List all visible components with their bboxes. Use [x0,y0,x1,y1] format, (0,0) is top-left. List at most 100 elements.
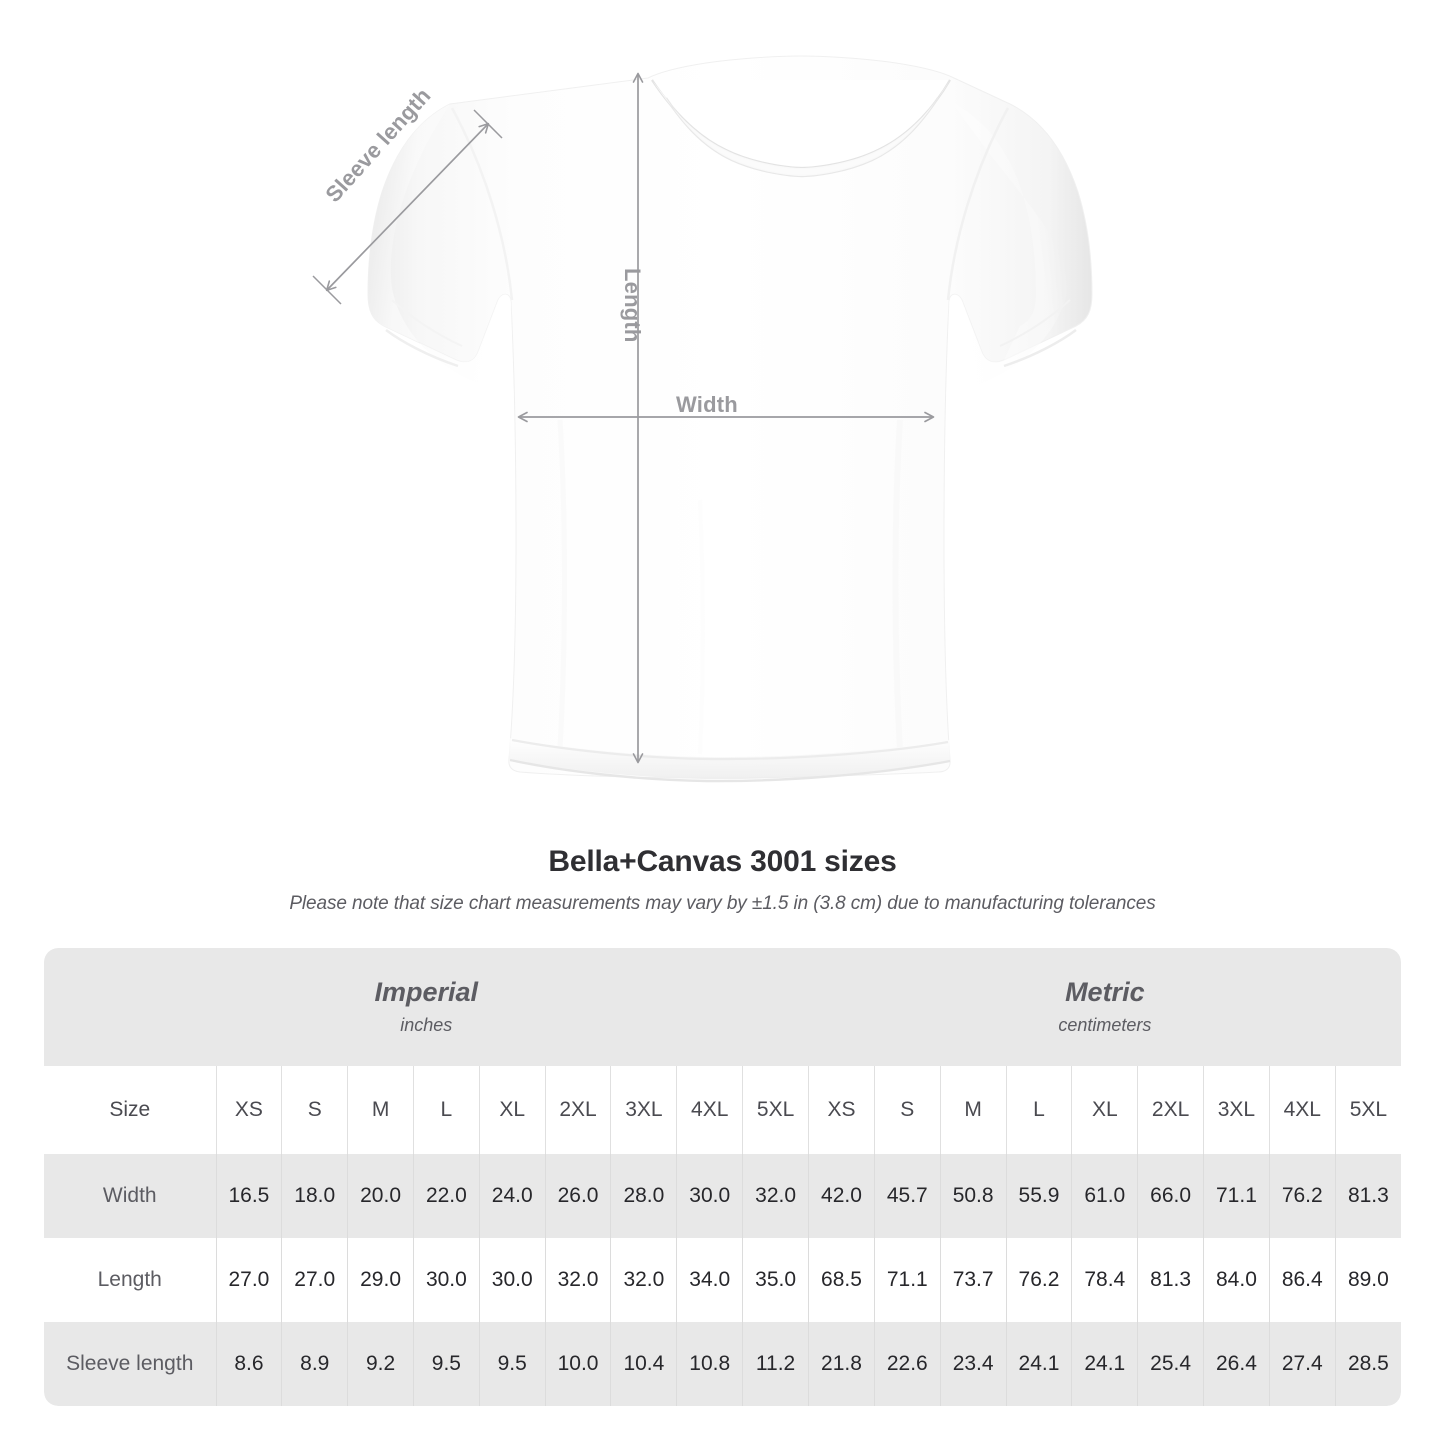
width-label: Width [676,392,738,417]
size-chart-table-wrapper: Imperial inches Metric centimeters Size X… [44,948,1402,1406]
measurement-cell: 32.0 [544,1238,611,1322]
size-header-cell: XL [478,1066,546,1154]
measurement-cell: 66.0 [1137,1154,1204,1238]
measurement-cell: 23.4 [939,1322,1007,1406]
measurement-cell: 81.3 [1334,1154,1402,1238]
size-header-cell: 2XL [1137,1066,1204,1154]
measurement-cell: 24.1 [1071,1322,1138,1406]
size-header-cell: S [281,1066,348,1154]
measurement-cell: 10.4 [610,1322,677,1406]
measurement-cell: 11.2 [742,1322,809,1406]
tolerance-note: Please note that size chart measurements… [289,893,1156,914]
size-header-cell: 4XL [1268,1066,1336,1154]
page-title: Bella+Canvas 3001 sizes [548,845,897,878]
row-header-sleeve-length: Sleeve length [44,1322,216,1406]
measurement-cell: 18.0 [281,1154,348,1238]
measurement-arrows [312,72,935,764]
measurement-cell: 30.0 [676,1154,743,1238]
measurement-cell: 30.0 [412,1238,480,1322]
measurement-cell: 45.7 [873,1154,941,1238]
sleeve-arrow [325,122,490,292]
measurement-cell: 28.5 [1334,1322,1402,1406]
size-header-cell: XL [1071,1066,1138,1154]
measurement-cell: 25.4 [1137,1322,1204,1406]
measurement-cell: 24.0 [478,1154,546,1238]
measurement-cell: 9.5 [478,1322,546,1406]
measurement-cell: 84.0 [1203,1238,1270,1322]
measurement-cell: 50.8 [939,1154,1007,1238]
sleeve-cap-top [473,109,503,139]
size-header-cell: 2XL [544,1066,611,1154]
tshirt-measurement-diagram: Sleeve length Length Width [312,55,1093,783]
measurement-cell: 20.0 [347,1154,414,1238]
unit-sub-metric: centimeters [1058,1015,1152,1036]
size-header-cell: M [347,1066,414,1154]
measurement-cell: 22.6 [873,1322,941,1406]
row-header-length: Length [44,1238,216,1322]
measurement-cell: 55.9 [1005,1154,1072,1238]
measurement-cell: 32.0 [742,1154,809,1238]
measurement-cell: 16.5 [215,1154,282,1238]
size-header-cell: 3XL [1203,1066,1270,1154]
measurement-cell: 26.0 [544,1154,611,1238]
measurement-cell: 29.0 [347,1238,414,1322]
size-header-cell: XS [215,1066,282,1154]
size-header-row: Size XS S M L XL 2XL 3XL 4XL 5XL XS S M L XL 2XL 3XL 4XL 5… [44,1066,1402,1154]
measurement-cell: 27.0 [215,1238,282,1322]
measurement-cell: 71.1 [873,1238,941,1322]
unit-banner-imperial: Imperial inches [44,948,809,1066]
measurement-cell: 10.8 [676,1322,743,1406]
measurement-cell: 24.1 [1005,1322,1072,1406]
measurement-cell: 21.8 [808,1322,875,1406]
table-row: Width 16.5 18.0 20.0 22.0 24.0 26.0 28.0 30.0 32.… [44,1154,1402,1238]
table-row: Sleeve length 8.6 8.9 9.2 9.5 9.5 10.0 10.4 10.8… [44,1322,1402,1406]
tshirt-garment [367,55,1093,783]
size-header-cell: 3XL [610,1066,677,1154]
size-header-cell: XS [808,1066,875,1154]
unit-sub-imperial: inches [400,1015,453,1036]
measurement-cell: 71.1 [1203,1154,1270,1238]
measurement-cell: 76.2 [1268,1154,1336,1238]
measurement-cell: 34.0 [676,1238,743,1322]
measurement-cell: 28.0 [610,1154,677,1238]
size-header-cell: 5XL [742,1066,809,1154]
length-label: Length [620,268,645,343]
measurement-cell: 8.9 [281,1322,348,1406]
unit-banner-metric: Metric centimeters [808,948,1402,1066]
size-header-cell: M [939,1066,1007,1154]
unit-name-metric: Metric [1065,976,1145,1007]
size-chart-table: Imperial inches Metric centimeters Size X… [44,948,1402,1406]
size-header-cell: S [873,1066,941,1154]
measurement-cell: 27.0 [281,1238,348,1322]
measurement-cell: 78.4 [1071,1238,1138,1322]
measurement-cell: 76.2 [1005,1238,1072,1322]
size-header-cell: L [1005,1066,1072,1154]
measurement-cell: 30.0 [478,1238,546,1322]
size-header-cell: 5XL [1334,1066,1402,1154]
tshirt-svg [312,55,1093,783]
measurement-cell: 9.2 [347,1322,414,1406]
size-header-cell: 4XL [676,1066,743,1154]
measurement-cell: 10.0 [544,1322,611,1406]
measurement-cell: 22.0 [412,1154,480,1238]
measurement-cell: 68.5 [808,1238,875,1322]
measurement-cell: 8.6 [215,1322,282,1406]
row-header-width: Width [44,1154,216,1238]
measurement-cell: 42.0 [808,1154,875,1238]
measurement-cell: 73.7 [939,1238,1007,1322]
size-header-cell: L [412,1066,480,1154]
measurement-cell: 26.4 [1203,1322,1270,1406]
sleeve-cap-bottom [312,275,342,305]
measurement-cell: 86.4 [1268,1238,1336,1322]
measurement-cell: 32.0 [610,1238,677,1322]
table-row: Length 27.0 27.0 29.0 30.0 30.0 32.0 32.0 34.0 35… [44,1238,1402,1322]
measurement-cell: 89.0 [1334,1238,1402,1322]
measurement-cell: 81.3 [1137,1238,1204,1322]
measurement-cell: 27.4 [1268,1322,1336,1406]
measurement-cell: 9.5 [412,1322,480,1406]
size-column-header: Size [44,1066,216,1154]
measurement-cell: 35.0 [742,1238,809,1322]
unit-banner-row: Imperial inches Metric centimeters [44,948,1402,1066]
measurement-cell: 61.0 [1071,1154,1138,1238]
chart-heading-block: Bella+Canvas 3001 sizes Please note that… [0,845,1445,915]
